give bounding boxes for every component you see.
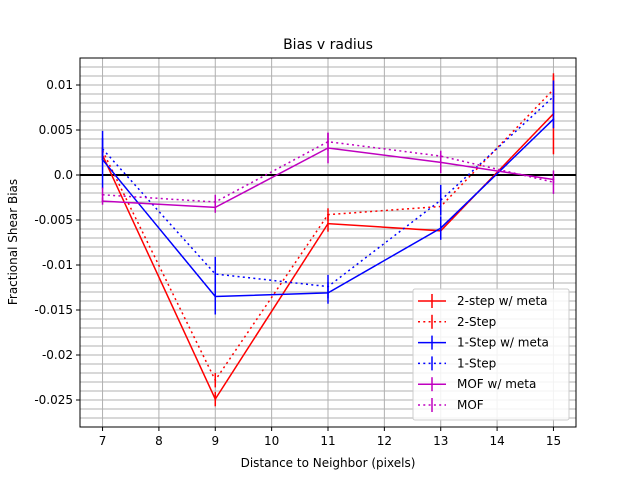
- legend-label: MOF w/ meta: [457, 377, 536, 391]
- series-line-5: [102, 140, 554, 203]
- x-tick-label: 15: [546, 434, 561, 448]
- data-point: [214, 273, 217, 275]
- data-point: [327, 285, 329, 288]
- series-group: [101, 73, 555, 407]
- data-point: [214, 295, 217, 298]
- x-axis-label: Distance to Neighbor (pixels): [241, 456, 416, 470]
- x-tick-label: 13: [433, 434, 448, 448]
- y-tick-label: -0.005: [34, 213, 73, 227]
- y-tick-label: 0.005: [39, 123, 73, 137]
- x-tick-label: 10: [264, 434, 279, 448]
- x-tick-label: 9: [211, 434, 219, 448]
- data-point: [439, 155, 442, 158]
- x-tick-label: 11: [320, 434, 335, 448]
- data-point: [439, 161, 442, 164]
- data-point: [214, 398, 217, 400]
- data-point: [439, 227, 442, 230]
- axis-ticks: 7 8 9 10 11 12 13 14 15 0.01 0.005 0.0 -0.005 -0.01 -0…: [34, 78, 561, 448]
- legend-label: 1-Step w/ meta: [457, 336, 549, 350]
- x-tick-label: 14: [489, 434, 504, 448]
- x-tick-label: 12: [377, 434, 392, 448]
- x-tick-label: 7: [99, 434, 107, 448]
- legend-label: 1-Step: [457, 356, 496, 370]
- y-axis-label: Fractional Shear Bias: [6, 179, 20, 305]
- data-point: [214, 201, 217, 203]
- legend-label: 2-step w/ meta: [457, 294, 548, 308]
- y-tick-label: -0.02: [42, 348, 73, 362]
- data-point: [327, 213, 329, 216]
- legend-label: MOF: [457, 398, 484, 412]
- data-point: [552, 118, 555, 121]
- data-point: [101, 148, 104, 150]
- legend-box: [412, 288, 570, 421]
- data-point: [327, 222, 329, 225]
- x-tick-label: 8: [155, 434, 163, 448]
- y-tick-label: 0.0: [54, 168, 73, 182]
- y-tick-label: -0.015: [34, 303, 73, 317]
- data-point: [552, 95, 555, 98]
- y-tick-label: 0.01: [46, 78, 73, 92]
- chart-title: Bias v radius: [283, 37, 373, 53]
- data-point: [439, 199, 442, 202]
- y-tick-label: -0.01: [42, 258, 73, 272]
- y-tick-label: -0.025: [34, 393, 73, 407]
- data-point: [552, 181, 555, 184]
- data-point: [101, 193, 104, 196]
- data-point: [214, 379, 217, 382]
- legend-label: 2-Step: [457, 315, 496, 329]
- legend: 2-step w/ meta 2-Step 1-Step w/ meta 1-Ste…: [412, 288, 570, 421]
- data-point: [327, 140, 329, 143]
